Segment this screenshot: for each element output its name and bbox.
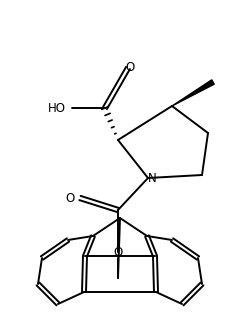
Text: O: O (125, 61, 135, 73)
Text: O: O (65, 192, 75, 205)
Text: O: O (113, 247, 123, 260)
Polygon shape (172, 80, 214, 106)
Text: HO: HO (48, 102, 66, 115)
Text: N: N (148, 171, 156, 184)
